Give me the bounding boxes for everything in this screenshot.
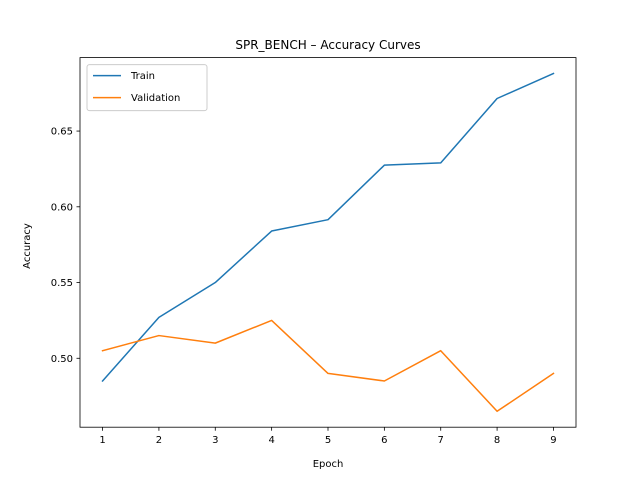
y-tick-label: 0.65: [51, 127, 73, 138]
x-tick-label: 1: [99, 435, 105, 446]
y-tick-label: 0.55: [51, 278, 73, 289]
x-tick-label: 7: [438, 435, 444, 446]
x-tick-label: 5: [325, 435, 331, 446]
x-tick-label: 9: [550, 435, 556, 446]
x-tick-label: 6: [381, 435, 387, 446]
x-tick-label: 3: [212, 435, 218, 446]
chart-title: SPR_BENCH – Accuracy Curves: [235, 38, 420, 52]
y-tick-label: 0.60: [51, 202, 73, 213]
y-tick-label: 0.50: [51, 354, 73, 365]
x-axis-label: Epoch: [313, 459, 344, 470]
series-line-validation: [101, 319, 555, 413]
x-tick-label: 8: [494, 435, 500, 446]
series-line-train: [101, 72, 555, 383]
plot-area: 1 2 3 4 5 6 7 8 9 0.50 0.55 0.60 0.65 Train Validation: [51, 57, 577, 446]
y-axis-label: Accuracy: [22, 223, 33, 269]
x-tick-label: 4: [268, 435, 274, 446]
x-tick-label: 2: [156, 435, 162, 446]
legend-label-train: Train: [130, 71, 155, 82]
legend-label-validation: Validation: [131, 93, 180, 104]
